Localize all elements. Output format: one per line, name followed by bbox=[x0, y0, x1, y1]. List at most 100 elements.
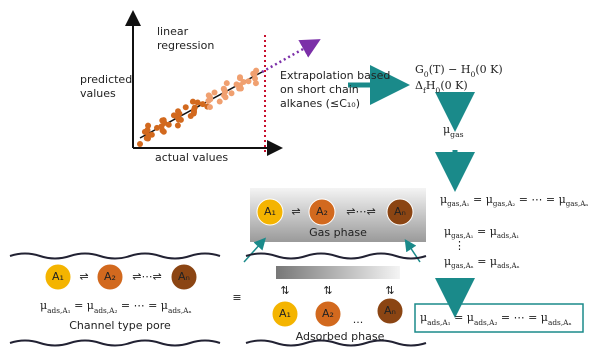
equilibrium: ⇌ bbox=[291, 205, 300, 218]
gas-label: Gas phase bbox=[309, 226, 367, 239]
scatter-dot bbox=[178, 117, 184, 123]
equivalence: ≡ bbox=[232, 291, 241, 304]
eq-sub: gas bbox=[450, 130, 464, 139]
eq-main: Δ bbox=[415, 79, 423, 92]
scatter-dot bbox=[149, 132, 155, 138]
species-label: Aₙ bbox=[394, 205, 406, 218]
eq-sub: gas,Aₙ bbox=[451, 262, 474, 270]
scatter-dot bbox=[217, 99, 223, 105]
eq-main: μ bbox=[420, 311, 427, 324]
scatter-dot bbox=[228, 90, 234, 96]
fit-label-line: regression bbox=[157, 39, 214, 52]
exchange-arrow: ⇅ bbox=[385, 284, 394, 297]
eq-sub: gas,A₂ bbox=[493, 200, 516, 208]
scatter-dot bbox=[207, 96, 213, 102]
species-label: A₁ bbox=[264, 205, 276, 218]
equation: μads,A₁ = μads,A₂ = ⋯ = μads,Aₙ bbox=[420, 311, 572, 327]
scatter-dot bbox=[175, 123, 181, 129]
scatter-dot bbox=[145, 123, 151, 129]
pore-label: Channel type pore bbox=[69, 319, 171, 332]
eq-main: (0 K) bbox=[440, 79, 467, 92]
eq-main: μ bbox=[444, 255, 451, 268]
equation: μgas,Aₙ = μads,Aₙ bbox=[444, 255, 520, 270]
scatter-dot bbox=[175, 108, 181, 114]
y-axis-label-line: predicted bbox=[80, 73, 132, 86]
equilibrium: ⇌⋯⇌ bbox=[132, 270, 161, 283]
scatter-dot bbox=[212, 89, 218, 95]
scatter-dot bbox=[221, 86, 227, 92]
equation: ΔfH0(0 K) bbox=[415, 79, 468, 95]
species-label: A₂ bbox=[316, 205, 328, 218]
equation: μgas,A₁ = μgas,A₂ = ⋯ = μgas,Aₙ bbox=[440, 193, 588, 208]
scatter-dot bbox=[240, 79, 246, 85]
eq-sub: ads,A₂ bbox=[94, 306, 117, 315]
eq-main: (T) − H bbox=[429, 63, 471, 76]
eq-sub: gas,A₁ bbox=[447, 200, 470, 208]
scatter-dot bbox=[224, 80, 230, 86]
scatter-dot bbox=[251, 71, 257, 77]
figure: linearregression predictedvalues actual va… bbox=[0, 0, 595, 350]
eq-sub: ads,A₁ bbox=[427, 318, 450, 327]
scatter-dot bbox=[166, 122, 172, 128]
eq-main: = ⋯ = μ bbox=[497, 311, 548, 324]
extrapolation-label-line: Extrapolation based bbox=[280, 69, 390, 82]
eq-main: = μ bbox=[71, 299, 94, 312]
eq-main: (0 K) bbox=[475, 63, 502, 76]
eq-main: = μ bbox=[451, 311, 474, 324]
adsorbed-label: Adsorbed phase bbox=[296, 330, 385, 343]
extrapolation-label-line: on short chain bbox=[280, 83, 359, 96]
scatter-dot bbox=[183, 104, 189, 110]
species-label: Aₙ bbox=[384, 304, 396, 317]
scatter-dot bbox=[236, 86, 242, 92]
fit-label-line: linear bbox=[157, 25, 189, 38]
species-label: Aₙ bbox=[178, 270, 190, 283]
eq-main: = ⋯ = μ bbox=[117, 299, 168, 312]
scatter-dot bbox=[160, 127, 166, 133]
eq-sub: ads,Aₙ bbox=[168, 306, 192, 315]
scatter-dot bbox=[195, 99, 201, 105]
species-label: A₁ bbox=[279, 307, 291, 320]
equation: μgas,A₁ = μads,A₁ bbox=[444, 225, 519, 240]
scatter-dot bbox=[207, 104, 213, 110]
equation: ⋮ bbox=[454, 239, 465, 252]
eq-main: = μ bbox=[474, 225, 497, 238]
eq-main: = μ bbox=[474, 255, 497, 268]
eq-main: μ bbox=[440, 193, 447, 206]
equilibrium: ⇌ bbox=[79, 270, 88, 283]
equilibrium: ⇌⋯⇌ bbox=[346, 205, 375, 218]
scatter-dot bbox=[144, 135, 150, 141]
eq-sub: gas,Aₙ bbox=[566, 200, 589, 208]
eq-sub: ads,Aₙ bbox=[548, 318, 572, 327]
scatter-dot bbox=[137, 141, 143, 147]
scatter-dot bbox=[191, 109, 197, 115]
eq-main: H bbox=[426, 79, 436, 92]
scatter-dot bbox=[246, 78, 252, 84]
extrapolation-label-line: alkanes (≤C₁₀) bbox=[280, 97, 360, 110]
eq-sub: ads,A₂ bbox=[474, 318, 497, 327]
eq-sub: ads,A₁ bbox=[47, 306, 70, 315]
scatter-dot bbox=[221, 92, 227, 98]
eq-main: = ⋯ = μ bbox=[515, 193, 566, 206]
eq-main: = μ bbox=[470, 193, 493, 206]
equation: μads,A₁ = μads,A₂ = ⋯ = μads,Aₙ bbox=[40, 299, 192, 315]
x-axis-label: actual values bbox=[155, 151, 228, 164]
species-label: A₂ bbox=[104, 270, 116, 283]
y-axis-label-line: values bbox=[80, 87, 116, 100]
species-label: A₂ bbox=[322, 307, 334, 320]
eq-main: G bbox=[415, 63, 424, 76]
eq-main: ⋮ bbox=[454, 239, 465, 252]
equation: μgas bbox=[443, 123, 464, 139]
species-label: A₁ bbox=[52, 270, 64, 283]
eq-sub: ads,Aₙ bbox=[497, 262, 520, 270]
exchange-arrow: ⇅ bbox=[280, 284, 289, 297]
eq-main: μ bbox=[444, 225, 451, 238]
ellipsis: ... bbox=[353, 313, 364, 326]
exchange-arrow: ⇅ bbox=[323, 284, 332, 297]
equation: G0(T) − H0(0 K) bbox=[415, 63, 503, 79]
eq-main: μ bbox=[443, 123, 450, 136]
fit-label: linearregression bbox=[157, 25, 214, 52]
eq-main: μ bbox=[40, 299, 47, 312]
eq-sub: ads,A₁ bbox=[497, 232, 520, 240]
